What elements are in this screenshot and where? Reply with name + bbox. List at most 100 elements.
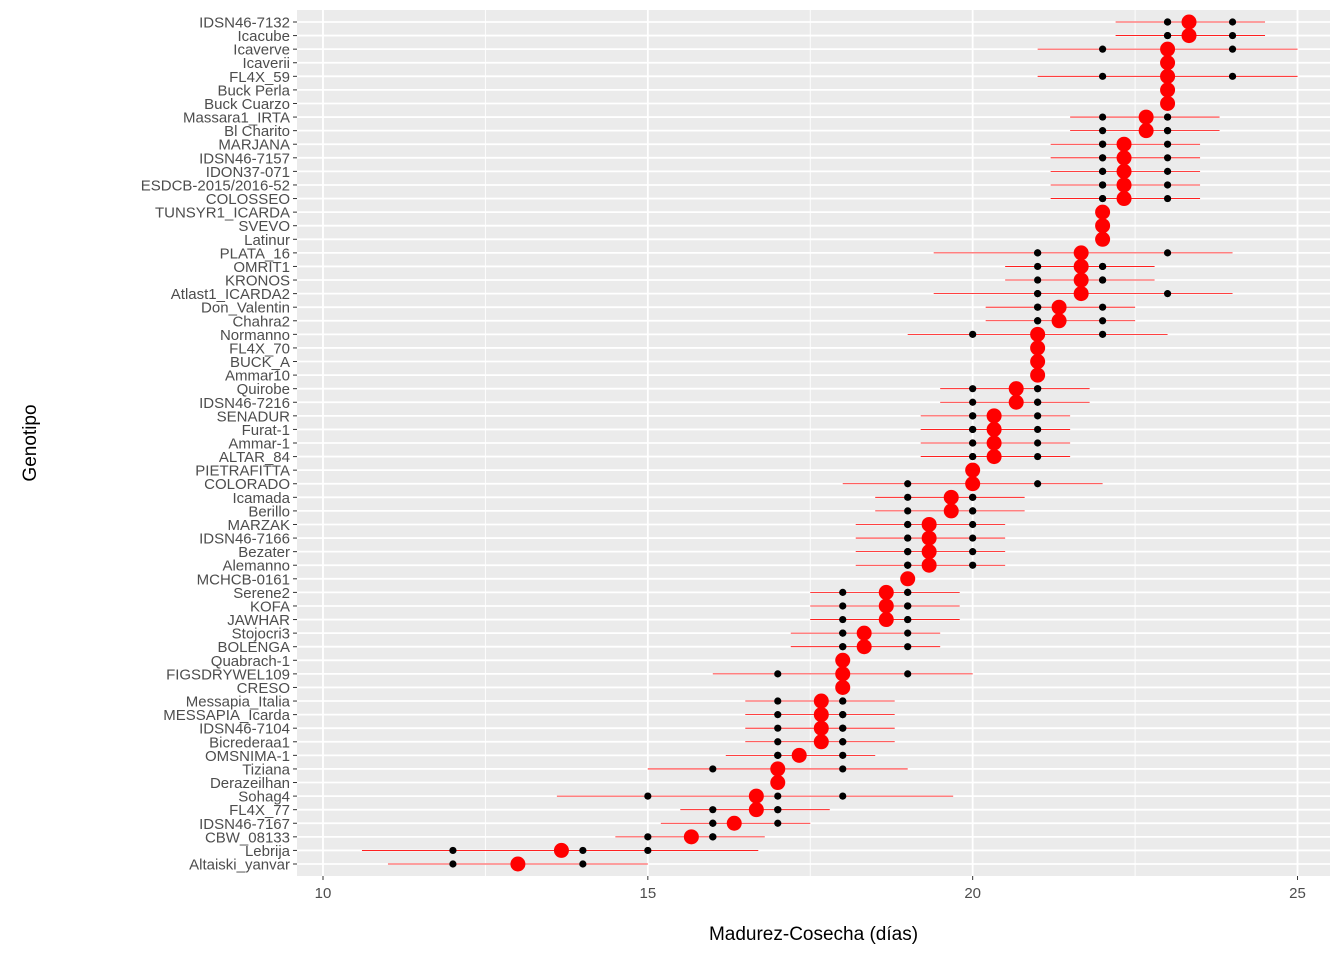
mean-point: [1073, 272, 1089, 288]
observation-point: [1163, 154, 1172, 162]
observation-point: [1034, 480, 1042, 488]
mean-points: [510, 14, 1197, 872]
mean-point: [1160, 82, 1176, 98]
observation-point: [709, 833, 717, 841]
mean-point: [1116, 150, 1132, 166]
y-tick-label: Lebrija: [245, 843, 291, 860]
mean-point: [878, 584, 894, 600]
observation-point: [969, 398, 977, 406]
x-axis-title: Madurez-Cosecha (días): [709, 924, 918, 945]
observation-point: [1034, 385, 1042, 393]
observation-point: [1163, 127, 1172, 135]
mean-point: [1160, 95, 1176, 111]
observation-point: [839, 792, 847, 800]
observation-point: [1034, 439, 1042, 447]
y-tick-label: Derazeilhan: [210, 775, 290, 792]
observation-point: [449, 846, 457, 855]
observation-point: [969, 439, 977, 447]
mean-point: [770, 775, 786, 791]
mean-point: [1030, 354, 1046, 370]
y-axis-title: Genotipo: [20, 404, 41, 481]
y-tick-label: Icaverii: [242, 55, 290, 72]
observation-point: [1228, 18, 1237, 26]
y-tick-label: MARZAK: [227, 517, 290, 534]
observation-point: [969, 330, 977, 338]
mean-point: [835, 666, 851, 682]
mean-point: [835, 679, 851, 695]
observation-point: [1163, 194, 1172, 203]
mean-point: [748, 788, 764, 804]
y-tick-label: Ammar-1: [228, 436, 290, 453]
y-tick-label: MARJANA: [218, 137, 290, 154]
observation-point: [1099, 154, 1107, 162]
mean-point: [510, 856, 526, 872]
observation-point: [839, 751, 847, 759]
observation-point: [709, 819, 717, 827]
y-tick-label: Icaverve: [233, 42, 290, 59]
y-tick-label: Icamada: [232, 490, 290, 507]
observation-point: [839, 711, 847, 719]
observation-point: [969, 385, 977, 393]
y-tick-label: Furat-1: [242, 422, 290, 439]
observation-point: [1163, 167, 1172, 175]
observation-point: [1034, 425, 1042, 434]
y-tick-label: MESSAPIA_Icarda: [163, 707, 290, 724]
mean-point: [1073, 258, 1089, 274]
y-tick-label: IDSN46-7167: [199, 816, 290, 833]
observation-point: [904, 548, 912, 556]
y-tick-label: Alemanno: [222, 558, 290, 575]
observation-point: [1099, 330, 1107, 338]
y-tick-label: Bl Charito: [224, 123, 290, 140]
y-tick-label: SENADUR: [217, 408, 291, 425]
observation-point: [1099, 181, 1107, 189]
mean-point: [1051, 313, 1067, 329]
observation-point: [904, 615, 912, 624]
observation-point: [839, 765, 847, 773]
observation-point: [969, 548, 977, 556]
observation-point: [1099, 167, 1107, 175]
mean-point: [1095, 218, 1111, 234]
y-tick-label: Chahra2: [232, 313, 290, 330]
x-axis-ticks: 10 15 20 25: [315, 876, 1306, 902]
observation-point: [839, 724, 847, 732]
mean-point: [553, 842, 569, 858]
y-tick-label: IDSN46-7166: [199, 531, 290, 548]
y-tick-label: IDSN46-7216: [199, 395, 290, 412]
mean-point: [813, 707, 829, 723]
x-tick-label: 25: [1289, 885, 1306, 902]
mean-point: [878, 598, 894, 614]
observation-point: [774, 711, 782, 719]
y-tick-label: Bicrederaa1: [209, 734, 290, 751]
y-tick-label: CBW_08133: [205, 829, 290, 846]
y-tick-label: Icacube: [237, 28, 290, 45]
mean-point: [813, 720, 829, 736]
x-tick-label: 20: [964, 885, 981, 902]
y-tick-label: IDSN46-7132: [199, 15, 290, 32]
observation-point: [969, 425, 977, 434]
y-tick-label: COLORADO: [204, 476, 290, 493]
mean-point: [1160, 41, 1176, 57]
y-tick-label: BOLENGA: [217, 639, 290, 656]
mean-point: [748, 802, 764, 818]
observation-point: [644, 792, 652, 800]
y-tick-label: IDSN46-7157: [199, 150, 290, 167]
y-tick-label: ESDCB-2015/2016-52: [141, 177, 290, 194]
mean-point: [986, 408, 1002, 424]
observation-point: [969, 520, 977, 529]
mean-point: [770, 761, 786, 777]
mean-point: [986, 435, 1002, 451]
mean-point: [1095, 231, 1111, 247]
y-tick-label: Bezater: [238, 544, 290, 561]
observation-point: [774, 697, 782, 705]
y-tick-label: FL4X_77: [229, 802, 290, 819]
mean-point: [1073, 245, 1089, 261]
mean-point: [835, 652, 851, 668]
y-tick-label: Buck Perla: [217, 82, 290, 99]
observation-point: [1163, 140, 1172, 148]
observation-point: [904, 534, 912, 542]
observation-point: [1099, 45, 1107, 53]
mean-point: [1138, 109, 1154, 125]
mean-point: [900, 571, 916, 587]
mean-point: [986, 449, 1002, 465]
